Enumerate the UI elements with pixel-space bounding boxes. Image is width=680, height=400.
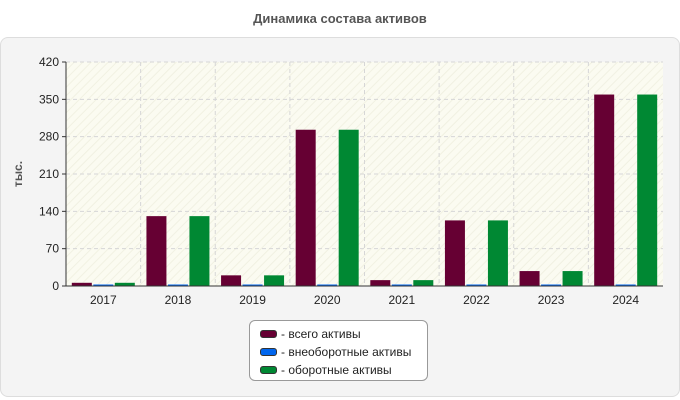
legend-item-total[interactable]: - всего активы: [260, 325, 427, 343]
legend-item-noncurrent[interactable]: - внеоборотные активы: [260, 343, 427, 361]
y-tick-label: 280: [39, 130, 59, 144]
legend: - всего активы - внеоборотные активы - о…: [249, 320, 428, 381]
bar-2023-series-0[interactable]: [519, 271, 540, 286]
chart-title: Динамика состава активов: [253, 11, 427, 26]
bar-2024-series-2[interactable]: [637, 94, 658, 287]
x-tick-label: 2021: [388, 293, 415, 307]
x-tick-label: 2019: [239, 293, 266, 307]
x-tick-label: 2023: [538, 293, 565, 307]
y-tick-label: 210: [39, 167, 59, 181]
y-tick-label: 140: [39, 204, 59, 218]
legend-item-current[interactable]: - оборотные активы: [260, 361, 427, 379]
bar-2023-series-2[interactable]: [562, 271, 583, 286]
bar-2019-series-2[interactable]: [264, 275, 285, 286]
y-axis-label: тыс.: [11, 161, 25, 187]
bar-2024-series-0[interactable]: [594, 94, 615, 287]
bar-2019-series-1[interactable]: [242, 284, 263, 287]
bar-2021-series-2[interactable]: [413, 280, 434, 286]
bar-2024-series-1[interactable]: [615, 284, 636, 287]
bar-2017-series-1[interactable]: [93, 284, 114, 287]
bar-2019-series-0[interactable]: [221, 275, 242, 286]
bar-2018-series-0[interactable]: [146, 216, 167, 286]
bar-2022-series-2[interactable]: [487, 220, 508, 286]
legend-swatch-current: [260, 366, 277, 374]
y-tick-label: 350: [39, 92, 59, 106]
y-tick-label: 0: [52, 279, 59, 293]
x-tick-label: 2022: [463, 293, 490, 307]
legend-swatch-total: [260, 330, 277, 338]
legend-label-noncurrent: - внеоборотные активы: [281, 345, 412, 359]
x-tick-label: 2024: [612, 293, 639, 307]
legend-swatch-noncurrent: [260, 348, 277, 356]
bar-2023-series-1[interactable]: [541, 284, 562, 287]
bar-2017-series-2[interactable]: [114, 282, 135, 286]
x-tick-label: 2018: [165, 293, 192, 307]
x-tick-label: 2017: [90, 293, 117, 307]
legend-label-current: - оборотные активы: [281, 363, 392, 377]
bar-2020-series-1[interactable]: [317, 284, 338, 287]
bar-2021-series-0[interactable]: [370, 280, 391, 286]
y-tick-label: 70: [46, 242, 60, 256]
bar-2020-series-0[interactable]: [295, 129, 316, 286]
bar-2018-series-2[interactable]: [189, 216, 210, 286]
bar-2020-series-2[interactable]: [338, 129, 359, 286]
x-tick-label: 2020: [314, 293, 341, 307]
bar-2017-series-0[interactable]: [71, 282, 92, 286]
bar-2022-series-1[interactable]: [466, 284, 487, 287]
bar-2018-series-1[interactable]: [167, 284, 188, 287]
y-tick-label: 420: [39, 55, 59, 69]
legend-label-total: - всего активы: [281, 327, 361, 341]
bar-2022-series-0[interactable]: [444, 220, 465, 286]
bar-2021-series-1[interactable]: [391, 284, 412, 287]
